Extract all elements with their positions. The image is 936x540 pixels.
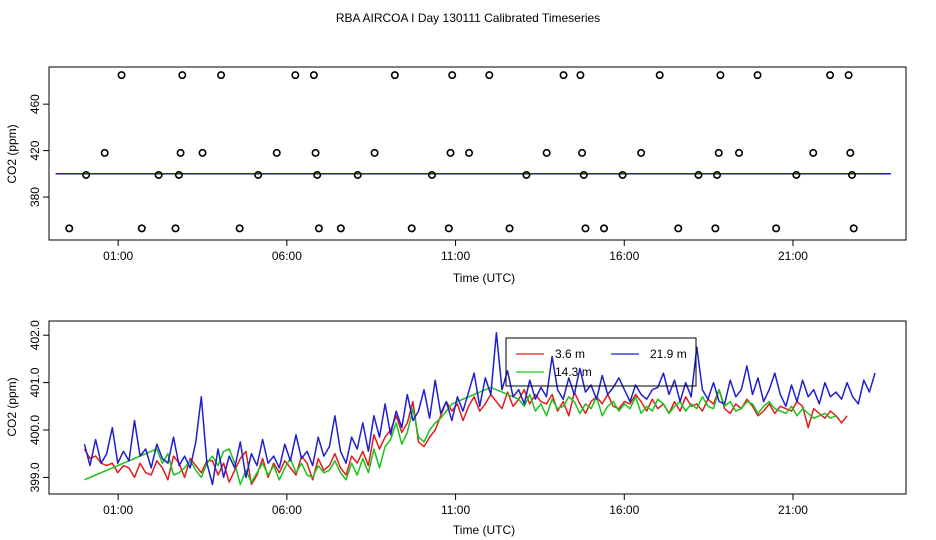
panel-top-x-axis: 01:00 06:00 11:00 16:00 21:00: [103, 240, 808, 263]
panel-top: 01:00 06:00 11:00 16:00 21:00 380 420 460 Time…: [5, 66, 907, 285]
panel-top-x-tick-label: 06:00: [272, 249, 302, 263]
panel-bottom-y-tick-label: 401.0: [28, 367, 42, 397]
flagged-point: [235, 224, 244, 233]
panel-bottom-x-tick-label: 11:00: [441, 503, 470, 517]
panel-bottom-y-tick-label: 400.0: [28, 415, 42, 445]
flagged-point: [713, 170, 722, 179]
panel-bottom-x-label: Time (UTC): [453, 523, 515, 537]
panel-top-x-tick-label: 16:00: [609, 249, 639, 263]
flagged-point: [844, 71, 853, 80]
flagged-point: [505, 224, 514, 233]
flagged-point: [578, 148, 587, 157]
panel-bottom-series-21-9m: [83, 332, 876, 486]
panel-top-y-tick-label: 380: [28, 187, 42, 207]
flagged-point: [171, 224, 180, 233]
panel-top-x-tick-label: 21:00: [778, 249, 808, 263]
flagged-point: [711, 224, 720, 233]
flagged-point: [448, 71, 457, 80]
flagged-point: [716, 71, 725, 80]
flagged-point: [117, 71, 126, 80]
panel-top-x-tick-label: 11:00: [441, 249, 470, 263]
flagged-point: [254, 170, 263, 179]
flagged-point: [542, 148, 551, 157]
flagged-point: [581, 224, 590, 233]
panel-bottom-y-label: CO2 (ppm): [5, 377, 19, 436]
flagged-point: [579, 170, 588, 179]
flagged-point: [314, 224, 323, 233]
panel-bottom: 01:00 06:00 11:00 16:00 21:00 399.0 400.0 401.…: [5, 320, 907, 537]
panel-bottom-y-tick-label: 399.0: [28, 462, 42, 492]
flagged-point: [176, 148, 185, 157]
panel-bottom-x-tick-label: 21:00: [778, 503, 808, 517]
flagged-point: [846, 148, 855, 157]
flagged-point: [753, 71, 762, 80]
flagged-point: [370, 148, 379, 157]
panel-bottom-x-tick-label: 06:00: [272, 503, 302, 517]
flagged-point: [809, 148, 818, 157]
panel-top-x-tick-label: 01:00: [103, 249, 133, 263]
legend-label-14-3m: 14.3 m: [555, 365, 592, 379]
flagged-point: [82, 170, 91, 179]
flagged-point: [178, 71, 187, 80]
flagged-point: [559, 71, 568, 80]
panel-bottom-series: [83, 332, 876, 486]
panel-top-y-tick-label: 460: [28, 94, 42, 114]
flagged-point: [291, 71, 300, 80]
flagged-point: [353, 170, 362, 179]
flagged-point: [154, 170, 163, 179]
flagged-point: [576, 71, 585, 80]
flagged-point: [174, 170, 183, 179]
panel-top-flagged-points: [65, 71, 858, 233]
flagged-point: [714, 148, 723, 157]
flagged-point: [618, 170, 627, 179]
flagged-point: [637, 148, 646, 157]
panel-bottom-series-14-3m: [84, 386, 837, 486]
flagged-point: [485, 71, 494, 80]
panel-bottom-y-axis: 399.0 400.0 401.0 402.0: [28, 320, 49, 492]
flagged-point: [137, 224, 146, 233]
flagged-point: [734, 148, 743, 157]
legend-label-21-9m: 21.9 m: [650, 347, 687, 361]
panel-top-x-label: Time (UTC): [453, 271, 515, 285]
panel-top-y-label: CO2 (ppm): [5, 124, 19, 183]
flagged-point: [217, 71, 226, 80]
flagged-point: [311, 148, 320, 157]
flagged-point: [674, 224, 683, 233]
flagged-point: [826, 71, 835, 80]
flagged-point: [100, 148, 109, 157]
flagged-point: [444, 224, 453, 233]
panel-top-y-tick-label: 420: [28, 140, 42, 160]
panel-bottom-x-tick-label: 16:00: [609, 503, 639, 517]
flagged-point: [309, 71, 318, 80]
legend: 3.6 m 21.9 m 14.3 m: [505, 337, 697, 387]
flagged-point: [313, 170, 322, 179]
panel-top-frame: [48, 66, 907, 241]
figure-title: RBA AIRCOA I Day 130111 Calibrated Times…: [336, 11, 600, 25]
flagged-point: [848, 170, 857, 179]
flagged-point: [600, 224, 609, 233]
flagged-point: [655, 71, 664, 80]
panel-top-y-axis: 380 420 460: [28, 94, 49, 207]
flagged-point: [198, 148, 207, 157]
legend-label-3-6m: 3.6 m: [555, 347, 585, 361]
flagged-point: [694, 170, 703, 179]
flagged-point: [336, 224, 345, 233]
panel-bottom-frame: [48, 320, 907, 495]
flagged-point: [446, 148, 455, 157]
panel-bottom-x-tick-label: 01:00: [103, 503, 133, 517]
flagged-point: [792, 170, 801, 179]
flagged-point: [272, 148, 281, 157]
flagged-point: [427, 170, 436, 179]
flagged-point: [390, 71, 399, 80]
legend-box: [505, 337, 697, 387]
flagged-point: [407, 224, 416, 233]
flagged-point: [772, 224, 781, 233]
panel-bottom-x-axis: 01:00 06:00 11:00 16:00 21:00: [103, 494, 808, 517]
flagged-point: [65, 224, 74, 233]
panel-bottom-y-tick-label: 402.0: [28, 320, 42, 350]
flagged-point: [522, 170, 531, 179]
flagged-point: [465, 148, 474, 157]
flagged-point: [849, 224, 858, 233]
